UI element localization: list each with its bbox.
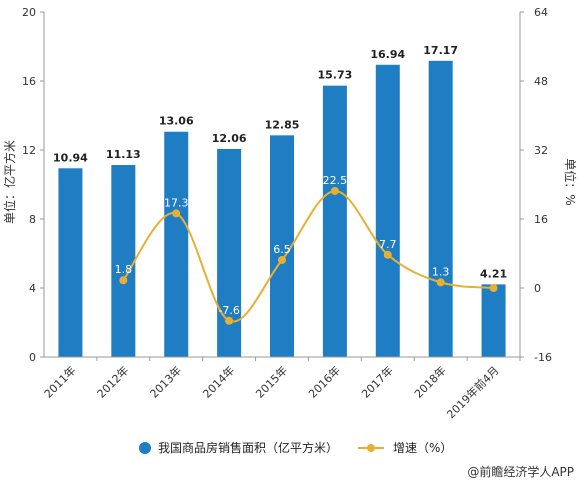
bar-8 — [481, 284, 506, 357]
bar-value-label-2: 13.06 — [159, 115, 194, 128]
bar-3 — [217, 148, 242, 357]
y-right-tick-label-2: 16 — [534, 213, 548, 226]
labels-layer: 10.94 11.13 13.06 12.06 12.85 15.73 16.94 17.17… — [53, 44, 507, 281]
y-right-tick-label-4: 48 — [534, 75, 548, 88]
x-tick-label-6: 2017年 — [358, 363, 395, 400]
legend: 我国商品房销售面积（亿平方米） 增速（%） — [139, 440, 452, 455]
growth-point-8 — [489, 284, 498, 292]
growth-point-4 — [278, 255, 286, 264]
growth-point-2 — [172, 209, 181, 218]
legend-line-label: 增速（%） — [393, 441, 452, 455]
bar-5 — [322, 85, 347, 357]
bar-6 — [375, 64, 400, 357]
bar-7 — [428, 60, 453, 357]
bar-value-label-7: 17.17 — [423, 44, 458, 57]
growth-value-label-1: 1.8 — [115, 263, 133, 276]
growth-value-label-3: -7.6 — [218, 304, 239, 317]
x-tick-label-8: 2019年前4月 — [444, 363, 502, 421]
x-tick-label-0: 2011年 — [41, 363, 78, 400]
y-axis-left-title: 单位：亿平方米 — [2, 140, 17, 224]
y-right-tick-label-1: 0 — [534, 282, 541, 295]
bar-value-label-0: 10.94 — [53, 151, 88, 164]
y-left-tick-label-3: 12 — [22, 144, 36, 157]
bar-1 — [111, 165, 136, 357]
y-right-tick-label-0: -16 — [534, 351, 552, 364]
growth-point-5 — [330, 186, 339, 195]
legend-bar-marker — [139, 442, 151, 454]
source-credit: @前瞻经济学人APP — [467, 464, 574, 479]
y-left-tick-label-1: 4 — [29, 282, 36, 295]
x-tick-label-4: 2015年 — [253, 363, 290, 400]
bar-value-label-3: 12.06 — [212, 132, 247, 145]
y-right-tick-label-5: 64 — [534, 6, 548, 19]
y-left-tick-label-4: 16 — [22, 75, 36, 88]
legend-line-marker — [367, 444, 375, 452]
bar-value-label-8: 4.21 — [480, 267, 507, 280]
growth-value-label-6: 7.7 — [379, 238, 397, 251]
bar-value-label-5: 15.73 — [317, 69, 352, 82]
growth-point-3 — [225, 316, 234, 325]
growth-value-label-4: 6.5 — [273, 243, 291, 256]
y-left-tick-label-2: 8 — [29, 213, 36, 226]
bar-4 — [270, 135, 294, 357]
line-layer: 1.8 17.3 -7.6 6.5 22.5 7.7 1.3 — [115, 174, 498, 325]
legend-bar-label: 我国商品房销售面积（亿平方米） — [158, 440, 338, 455]
growth-point-7 — [436, 278, 445, 287]
bar-value-label-1: 11.13 — [106, 148, 141, 161]
y-left-tick-label-5: 20 — [22, 6, 36, 19]
y-right-tick-label-3: 32 — [534, 144, 548, 157]
growth-value-label-2: 17.3 — [164, 196, 189, 209]
x-tick-label-5: 2016年 — [306, 363, 343, 400]
growth-value-label-5: 22.5 — [323, 174, 348, 187]
bar-2 — [164, 131, 189, 357]
y-left-tick-label-0: 0 — [29, 351, 36, 364]
bar-value-label-4: 12.85 — [265, 118, 300, 131]
growth-point-1 — [119, 276, 128, 285]
bar-0 — [58, 168, 83, 357]
x-tick-label-3: 2014年 — [200, 363, 237, 400]
growth-point-6 — [383, 250, 392, 259]
x-tick-label-1: 2012年 — [94, 363, 131, 400]
growth-value-label-7: 1.3 — [432, 265, 450, 278]
y-axis-right-title: 单位：% — [563, 158, 578, 205]
bar-value-label-6: 16.94 — [370, 48, 405, 61]
x-tick-label-7: 2018年 — [411, 363, 448, 400]
x-tick-label-2: 2013年 — [147, 363, 184, 400]
bars-layer — [58, 60, 506, 357]
